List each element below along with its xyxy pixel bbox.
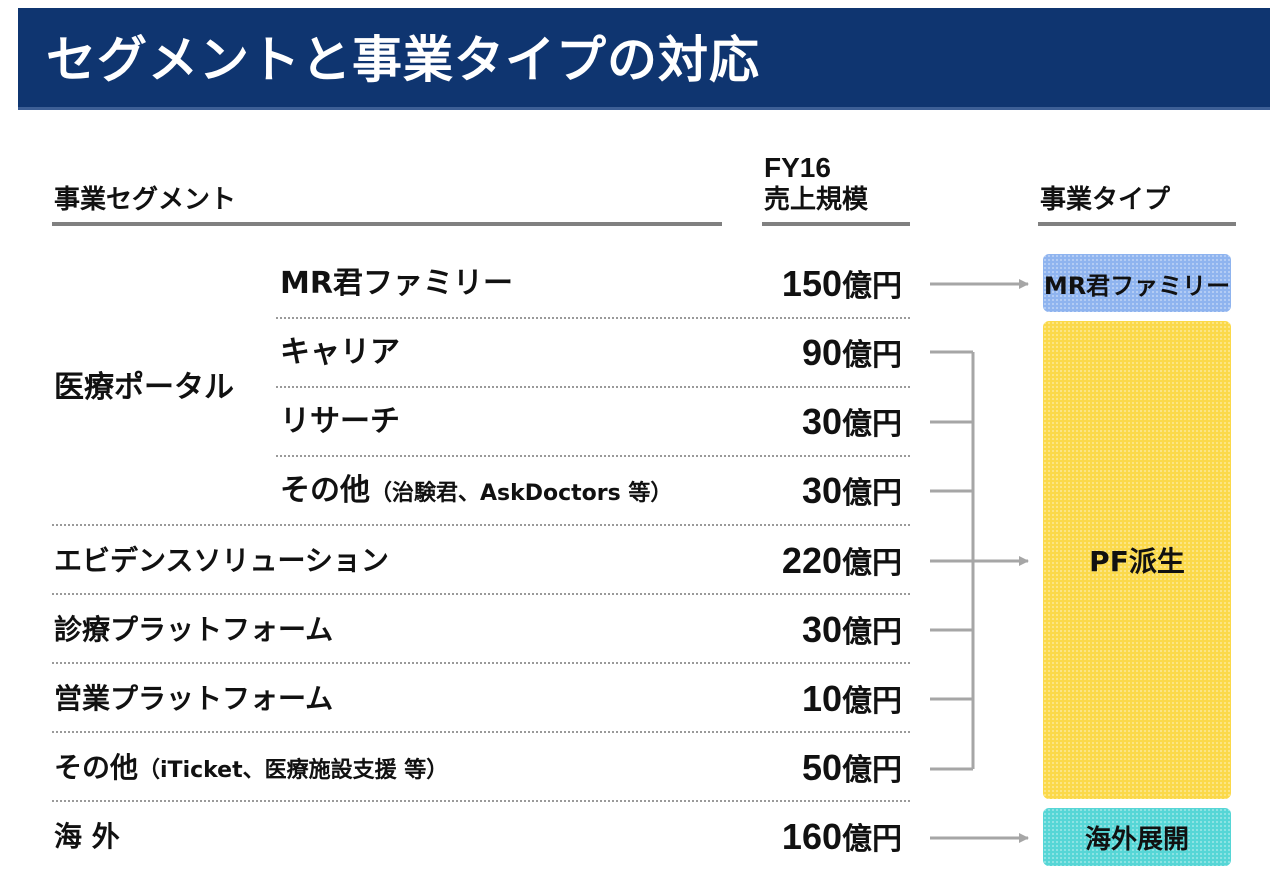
header-sales-scale: 売上規模 bbox=[764, 185, 869, 215]
type-box-overseas: 海外展開 bbox=[1043, 808, 1231, 866]
row-label: キャリア bbox=[280, 335, 400, 370]
header-type: 事業タイプ bbox=[1040, 185, 1171, 215]
row-amount: 30億円 bbox=[801, 401, 902, 443]
row-separator bbox=[52, 524, 910, 526]
row-amount: 160億円 bbox=[781, 816, 902, 858]
row-label: その他（治験君、AskDoctors 等） bbox=[280, 473, 673, 508]
row-amount: 30億円 bbox=[801, 470, 902, 512]
type-box-pf: PF派生 bbox=[1043, 321, 1231, 799]
row-separator bbox=[276, 386, 910, 388]
header-sales-rule bbox=[762, 222, 910, 226]
row-label: MR君ファミリー bbox=[280, 266, 513, 301]
header-segment-rule bbox=[52, 222, 722, 226]
group-label-medical-portal: 医療ポータル bbox=[54, 370, 234, 405]
row-label: エビデンスソリューション bbox=[54, 544, 389, 577]
type-box-mr: MR君ファミリー bbox=[1043, 254, 1231, 312]
row-separator bbox=[276, 317, 910, 319]
row-amount: 90億円 bbox=[801, 332, 902, 374]
row-separator bbox=[52, 593, 910, 595]
row-label: リサーチ bbox=[280, 404, 400, 439]
row-separator bbox=[52, 800, 910, 802]
row-amount: 10億円 bbox=[801, 678, 902, 720]
row-amount: 30億円 bbox=[801, 609, 902, 651]
header-type-rule bbox=[1038, 222, 1236, 226]
row-amount: 220億円 bbox=[781, 540, 902, 582]
row-label: 診療プラットフォーム bbox=[54, 613, 334, 646]
row-amount: 150億円 bbox=[781, 263, 902, 305]
page-title: セグメントと事業タイプの対応 bbox=[46, 31, 760, 89]
row-label: その他（iTicket、医療施設支援 等） bbox=[54, 751, 449, 784]
row-separator bbox=[276, 455, 910, 457]
header-segment: 事業セグメント bbox=[54, 185, 237, 215]
row-label: 営業プラットフォーム bbox=[54, 682, 334, 715]
header-sales-fy: FY16 bbox=[764, 152, 831, 183]
row-separator bbox=[52, 662, 910, 664]
row-label: 海 外 bbox=[54, 820, 120, 853]
title-bar: セグメントと事業タイプの対応 bbox=[18, 8, 1270, 110]
row-separator bbox=[52, 731, 910, 733]
row-amount: 50億円 bbox=[801, 747, 902, 789]
